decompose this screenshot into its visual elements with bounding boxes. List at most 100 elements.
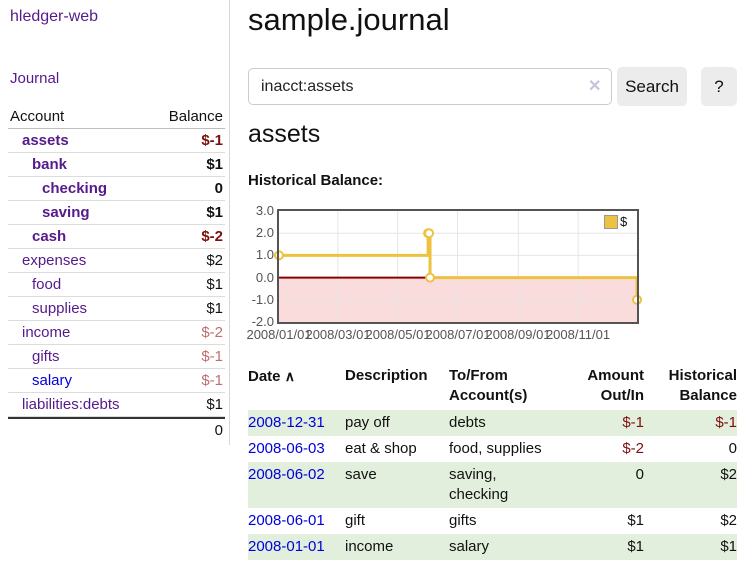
transaction-balance: $1: [720, 538, 737, 555]
transaction-description: gift: [345, 512, 366, 529]
account-balance: $1: [151, 393, 225, 417]
account-balance: $-1: [151, 129, 225, 153]
y-axis-tick: 0.0: [255, 270, 274, 285]
transaction-amount: $-2: [622, 440, 644, 457]
date-header-label: Date: [248, 368, 281, 385]
transaction-amount: $-1: [622, 414, 644, 431]
help-button[interactable]: ?: [701, 67, 737, 106]
register-row: 2008-01-01 income salary $1 $1: [248, 534, 737, 560]
register-header-description: Description: [345, 367, 428, 384]
chart-title: Historical Balance:: [248, 172, 384, 189]
account-balance: $1: [151, 273, 225, 297]
accounts-header-account: Account: [8, 105, 152, 129]
search-button[interactable]: Search: [617, 67, 687, 106]
clear-search-icon[interactable]: ✕: [588, 78, 602, 95]
y-axis-tick: 2.0: [255, 225, 274, 240]
sidebar-item-journal[interactable]: Journal: [10, 70, 60, 87]
transaction-date-link[interactable]: 2008-12-31: [248, 414, 325, 431]
account-balance: $-2: [151, 321, 225, 345]
chart-legend: $: [604, 214, 627, 229]
account-row-assets: assets $-1: [8, 129, 225, 153]
transaction-balance: $2: [720, 466, 737, 483]
account-row-food: food $1: [8, 273, 225, 297]
register-header-date[interactable]: Date ∧: [248, 364, 345, 410]
account-link-assets[interactable]: assets: [22, 132, 69, 149]
account-link-bank[interactable]: bank: [32, 156, 68, 173]
account-balance: $1: [151, 297, 225, 321]
account-row-expenses: expenses $2: [8, 249, 225, 273]
account-row-salary: salary $-1: [8, 369, 225, 393]
account-row-gifts: gifts $-1: [8, 345, 225, 369]
x-axis-tick: 2008/09/01: [485, 327, 551, 342]
transaction-accounts: debts: [449, 414, 486, 431]
page-title: sample.journal: [248, 2, 450, 37]
transaction-description: save: [345, 466, 377, 483]
transaction-balance: 0: [728, 440, 737, 457]
transaction-balance: $-1: [715, 414, 737, 431]
legend-label: $: [620, 214, 628, 229]
register-header-row: Date ∧ Description To/From Account(s) Am…: [248, 364, 737, 410]
account-link-salary[interactable]: salary: [32, 372, 73, 389]
account-link-gifts[interactable]: gifts: [32, 348, 60, 365]
register-header-tofrom: To/From Account(s): [449, 367, 528, 404]
account-row-bank: bank $1: [8, 153, 225, 177]
app-title-link[interactable]: hledger-web: [10, 8, 99, 25]
transaction-accounts: saving, checking: [449, 466, 509, 503]
register-table: Date ∧ Description To/From Account(s) Am…: [248, 364, 737, 560]
y-axis-tick: -1.0: [251, 292, 274, 307]
x-axis-tick: 2008/01/01: [246, 327, 312, 342]
x-axis-tick: 2008/03/01: [305, 327, 371, 342]
account-link-saving[interactable]: saving: [42, 204, 90, 221]
account-row-income: income $-2: [8, 321, 225, 345]
account-link-checking[interactable]: checking: [42, 180, 108, 197]
transaction-description: pay off: [345, 414, 390, 431]
transaction-date-link[interactable]: 2008-06-03: [248, 440, 325, 457]
account-link-cash[interactable]: cash: [32, 228, 67, 245]
x-axis-tick: 2008/05/01: [365, 327, 431, 342]
account-link-income[interactable]: income: [22, 324, 71, 341]
register-header-amount: Amount Out/In: [587, 367, 644, 404]
transaction-amount: 0: [635, 466, 644, 483]
account-row-checking: checking 0: [8, 177, 225, 201]
transaction-date-link[interactable]: 2008-06-02: [248, 466, 325, 483]
transaction-date-link[interactable]: 2008-06-01: [248, 512, 325, 529]
accounts-total-row: 0: [8, 417, 225, 442]
transaction-accounts: salary: [449, 538, 490, 555]
register-row: 2008-12-31 pay off debts $-1 $-1: [248, 410, 737, 436]
account-balance: $-2: [151, 225, 225, 249]
legend-swatch-icon: [604, 214, 618, 229]
account-heading: assets: [248, 120, 321, 148]
account-row-liabilities-debts: liabilities:debts $1: [8, 393, 225, 417]
transaction-accounts: food, supplies: [449, 440, 542, 457]
historical-balance-chart: 3.0 2.0 1.0 0.0 -1.0 -2.0 $ 2008/01/01 2…: [246, 201, 742, 349]
account-row-supplies: supplies $1: [8, 297, 225, 321]
transaction-accounts: gifts: [449, 512, 477, 529]
sort-ascending-icon: ∧: [284, 368, 295, 384]
transaction-balance: $2: [720, 512, 737, 529]
register-row: 2008-06-02 save saving, checking 0 $2: [248, 462, 737, 508]
account-link-supplies[interactable]: supplies: [32, 300, 88, 317]
register-header-historical: Historical Balance: [668, 367, 737, 404]
sidebar: hledger-web Journal Account Balance asse…: [0, 0, 230, 445]
transaction-description: income: [345, 538, 394, 555]
account-balance: $-1: [151, 369, 225, 393]
transaction-description: eat & shop: [345, 440, 417, 457]
x-axis-tick: 2008/11/01: [545, 327, 611, 342]
y-axis-tick: -2.0: [251, 314, 274, 329]
accounts-table: Account Balance assets $-1 bank $1 check…: [8, 105, 225, 442]
account-balance: 0: [151, 177, 225, 201]
transaction-amount: $1: [627, 512, 644, 529]
accounts-header-balance: Balance: [151, 105, 225, 129]
transaction-date-link[interactable]: 2008-01-01: [248, 538, 325, 555]
y-axis-tick: 3.0: [255, 203, 274, 218]
x-axis-tick: 2008/07/01: [425, 327, 491, 342]
account-link-liabilities-debts[interactable]: liabilities:debts: [22, 396, 120, 413]
y-axis-tick: 1.0: [255, 247, 274, 262]
account-link-expenses[interactable]: expenses: [22, 252, 87, 269]
account-row-cash: cash $-2: [8, 225, 225, 249]
search-input[interactable]: [248, 68, 612, 105]
account-link-food[interactable]: food: [32, 276, 62, 293]
account-balance: $1: [151, 153, 225, 177]
account-balance: $-1: [151, 345, 225, 369]
